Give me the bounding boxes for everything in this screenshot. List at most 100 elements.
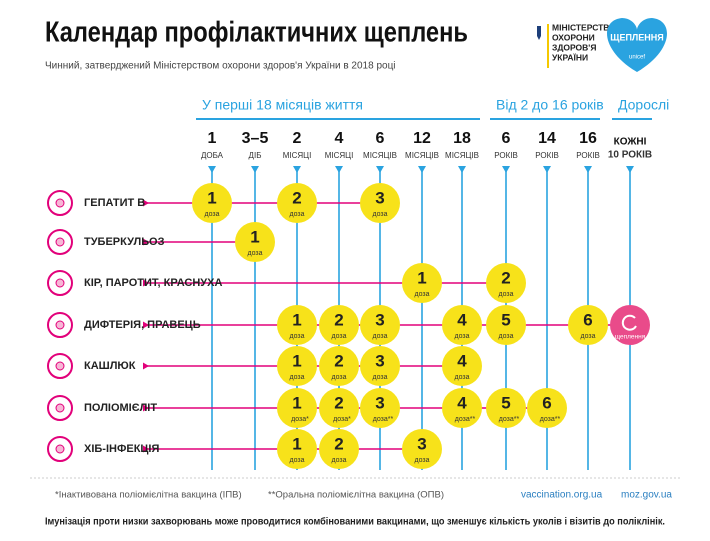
campaign-text: ЩЕПЛЕННЯ (610, 32, 663, 42)
dose-label: доза (454, 333, 469, 340)
dose-label: доза (289, 211, 304, 218)
dose-label: доза (331, 333, 346, 340)
column-arrow (626, 166, 634, 173)
dose (360, 388, 400, 428)
column-number: 4 (335, 130, 344, 147)
column-unit: РОКІВ (535, 151, 559, 160)
title: Календар профілактичних щеплень (45, 17, 468, 49)
link[interactable]: vaccination.org.ua (521, 490, 603, 501)
dose-number: 2 (334, 434, 343, 453)
dose-number: 5 (501, 393, 510, 412)
dose (360, 183, 400, 223)
dose-label: доза (289, 374, 304, 381)
dose-number: 4 (457, 351, 467, 370)
dose (277, 305, 317, 345)
dose-number: 1 (292, 310, 301, 329)
column-number: 12 (413, 130, 431, 147)
column-arrow (502, 166, 510, 173)
bottom-note: Імунізація проти низки захворювань може … (45, 516, 665, 528)
column-unit: МІСЯЦІ (325, 151, 354, 160)
dose-label: доза* (291, 416, 309, 423)
dose-label: доза** (499, 416, 520, 423)
disease-icon (47, 312, 73, 338)
row-arrow (143, 404, 149, 412)
group-label: У перші 18 місяців життя (202, 97, 363, 113)
dose-number: 2 (334, 351, 343, 370)
dose (442, 388, 482, 428)
dose-number: 3 (417, 434, 426, 453)
footnote: *Інактивована поліомієлітна вакцина (ІПВ… (55, 490, 242, 501)
dose (277, 183, 317, 223)
adult-dose (610, 305, 650, 345)
schedule: У перші 18 місяців життя Від 2 до 16 рокі… (47, 97, 669, 470)
dose-label: доза (372, 211, 387, 218)
row-arrow (143, 321, 149, 329)
dose-label: доза** (540, 416, 561, 423)
disease-name: ДИФТЕРІЯ, ПРАВЕЦЬ (84, 319, 201, 331)
column-number: 6 (376, 130, 385, 147)
column-arrow (458, 166, 466, 173)
dose (360, 305, 400, 345)
disease-name: ХІБ-ІНФЕКЦІЯ (84, 443, 159, 455)
ministry-line: МІНІСТЕРСТВО (552, 22, 616, 32)
dose-number: 2 (334, 393, 343, 412)
disease-icon-core (55, 237, 65, 247)
dose-number: 4 (457, 310, 467, 329)
row-arrow (143, 279, 149, 287)
subtitle: Чинний, затверджений Міністерством охоро… (45, 61, 396, 72)
column-number: 14 (538, 130, 556, 147)
dose-label: доза (331, 374, 346, 381)
ministry-logo: МІНІСТЕРСТВО ОХОРОНИ ЗДОРОВ'Я УКРАЇНИ (537, 22, 616, 68)
heart (607, 18, 667, 72)
disease-icon-core (55, 361, 65, 371)
row-arrow (143, 199, 149, 207)
disease-icon-core (55, 403, 65, 413)
dose-number: 4 (457, 393, 467, 412)
disease-icon (47, 190, 73, 216)
link[interactable]: moz.gov.ua (621, 490, 672, 501)
dose (568, 305, 608, 345)
dose (360, 346, 400, 386)
ministry-line: ОХОРОНИ (552, 32, 595, 42)
repeat-icon (621, 314, 637, 331)
column-number: 1 (208, 130, 217, 147)
dose-number: 3 (375, 310, 384, 329)
dose-number: 2 (501, 268, 510, 287)
dose (319, 388, 359, 428)
disease-name: ГЕПАТИТ В (84, 197, 145, 209)
group-label: Дорослі (618, 97, 669, 113)
dose-label: доза (454, 374, 469, 381)
dose-number: 1 (207, 188, 216, 207)
dose (277, 429, 317, 469)
dose-label: доза (498, 291, 513, 298)
row-arrow (143, 362, 149, 370)
dose (319, 429, 359, 469)
column-unit: МІСЯЦІВ (445, 151, 479, 160)
dose-label: щеплення (615, 334, 646, 341)
dose-label: доза** (373, 416, 394, 423)
ministry-line: ЗДОРОВ'Я (552, 42, 596, 52)
partner-text: unicef (629, 55, 645, 61)
logo-divider (547, 24, 549, 68)
dose (486, 263, 526, 303)
column-arrow (293, 166, 301, 173)
column-number: 2 (293, 130, 302, 147)
dose (442, 346, 482, 386)
column-number: 3–5 (242, 130, 269, 147)
column-arrow (543, 166, 551, 173)
disease-name: КАШЛЮК (84, 360, 136, 372)
campaign-logo: ЩЕПЛЕННЯ unicef (607, 18, 667, 72)
dose (442, 305, 482, 345)
ministry-line: УКРАЇНИ (552, 52, 588, 62)
disease-icon (47, 270, 73, 296)
dose-label: доза (414, 291, 429, 298)
dose-number: 3 (375, 393, 384, 412)
column-unit: ДОБА (201, 151, 224, 160)
disease-name: ПОЛІОМІЄЛІТ (84, 402, 157, 414)
column-number: КОЖНІ (614, 137, 647, 148)
column-unit: ДІБ (249, 151, 262, 160)
dose-number: 1 (250, 227, 259, 246)
dose-number: 1 (292, 351, 301, 370)
column-unit: МІСЯЦІВ (363, 151, 397, 160)
